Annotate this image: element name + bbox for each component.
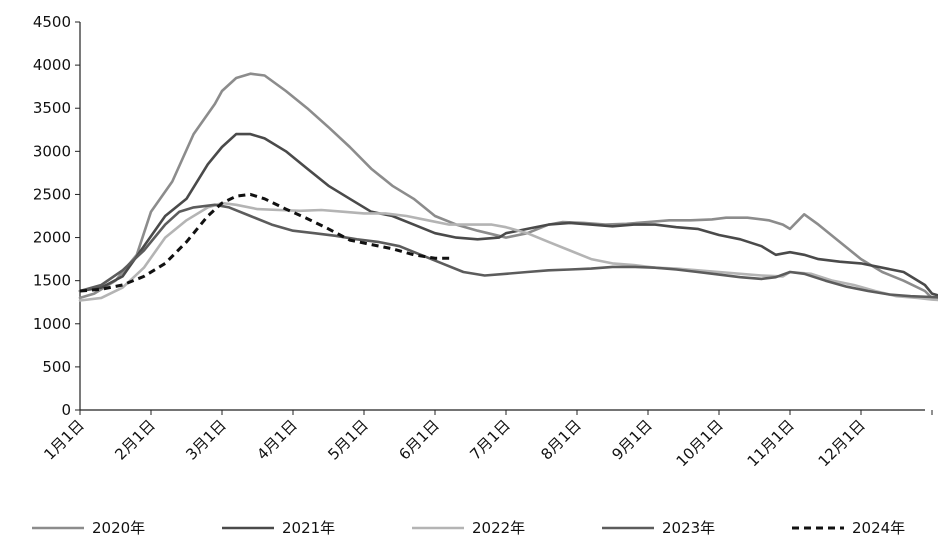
- x-tick-label: 5月1日: [324, 416, 371, 463]
- y-tick-label: 4500: [33, 13, 71, 31]
- y-tick-label: 4000: [33, 56, 71, 74]
- x-tick-label: 12月1日: [815, 416, 869, 470]
- x-tick-label: 7月1日: [466, 416, 513, 463]
- y-axis: 0 500 1000 1500 2000 2500 3000 3500 4000 4500: [33, 13, 81, 419]
- x-tick-label: 11月1日: [744, 416, 798, 470]
- x-tick-label: 6月1日: [395, 416, 442, 463]
- y-tick-label: 1500: [33, 272, 71, 290]
- y-tick-label: 2500: [33, 185, 71, 203]
- legend-label: 2024年: [852, 519, 905, 537]
- y-tick-label: 2000: [33, 229, 71, 247]
- series-line-2020年: [78, 72, 938, 300]
- series-layer: [78, 72, 938, 302]
- y-tick-label: 0: [61, 401, 71, 419]
- x-tick-label: 10月1日: [673, 416, 727, 470]
- series-line-2022年: [78, 201, 938, 302]
- x-axis: 1月1日 2月1日 3月1日 4月1日 5月1日 6月1日 7月1日 8月1日 9月1日 10月1…: [40, 409, 933, 470]
- legend-label: 2023年: [662, 519, 715, 537]
- y-tick-label: 3000: [33, 142, 71, 160]
- x-tick-label: 8月1日: [537, 416, 584, 463]
- x-tick-label: 4月1日: [253, 416, 300, 463]
- x-tick-label: 3月1日: [182, 416, 229, 463]
- legend-label: 2021年: [282, 519, 335, 537]
- y-tick-label: 1000: [33, 315, 71, 333]
- series-line-2021年: [78, 132, 938, 297]
- x-tick-label: 1月1日: [40, 416, 87, 463]
- legend-label: 2022年: [472, 519, 525, 537]
- legend-label: 2020年: [92, 519, 145, 537]
- legend: 2020年 2021年 2022年 2023年 2024年: [32, 519, 905, 537]
- y-tick-label: 500: [42, 358, 71, 376]
- x-tick-label: 2月1日: [111, 416, 158, 463]
- x-tick-label: 9月1日: [608, 416, 655, 463]
- series-line-2024年: [79, 192, 450, 293]
- y-tick-label: 3500: [33, 99, 71, 117]
